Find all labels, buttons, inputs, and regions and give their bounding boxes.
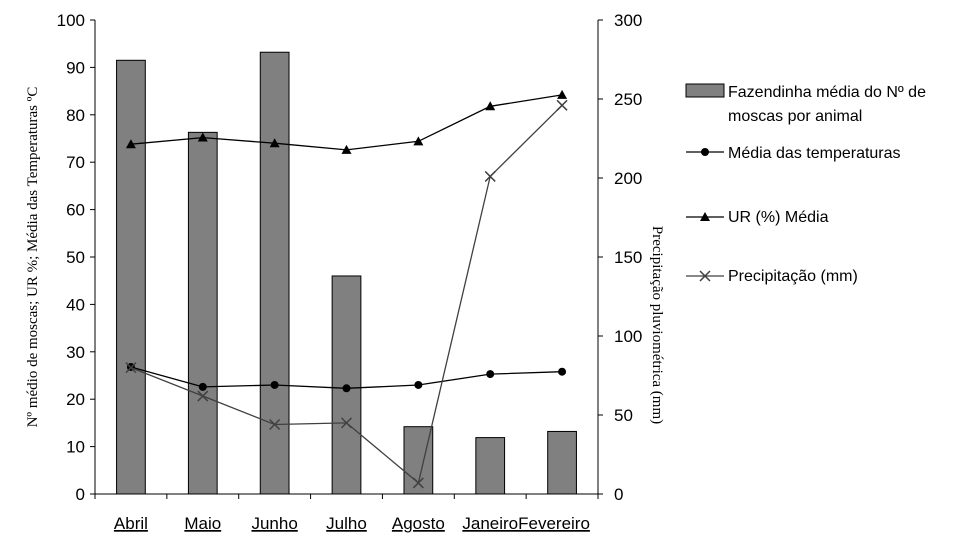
lines-group <box>125 89 568 489</box>
y2-tick-label: 50 <box>614 406 633 425</box>
legend-label-ur: UR (%) Média <box>728 209 829 226</box>
point-marker <box>342 384 351 393</box>
point-marker <box>484 170 496 182</box>
y-tick-label: 80 <box>66 106 85 125</box>
y-tick-label: 70 <box>66 153 85 172</box>
point-marker <box>269 138 280 148</box>
legend-label-bars-line2: moscas por animal <box>728 108 862 125</box>
right-axis-ticks: 0 50 100 150 200 250 300 <box>598 11 642 504</box>
y-tick-label: 10 <box>66 438 85 457</box>
y2-tick-label: 300 <box>614 11 642 30</box>
y-tick-label: 0 <box>76 485 85 504</box>
bar <box>547 430 577 495</box>
x-axis-ticks: Abril Maio Junho Julho Agosto JaneiroFevereir… <box>94 494 599 533</box>
y-tick-label: 100 <box>57 11 85 30</box>
point-marker <box>485 101 496 111</box>
y2-tick-label: 100 <box>614 327 642 346</box>
point-marker <box>558 367 567 376</box>
legend-marker-temp <box>701 148 709 156</box>
x-tick-label: Maio <box>184 514 221 533</box>
y2-tick-label: 250 <box>614 90 642 109</box>
point-marker <box>270 380 279 389</box>
point-marker <box>197 132 208 142</box>
legend-swatch-bars <box>685 83 725 98</box>
point-marker <box>340 417 353 429</box>
y2-tick-label: 0 <box>614 485 623 504</box>
bar <box>475 437 506 495</box>
point-marker <box>269 418 281 431</box>
point-marker <box>197 390 209 402</box>
left-axis-ticks: 0 10 20 30 40 50 60 70 80 90 100 <box>57 11 95 504</box>
y-tick-label: 40 <box>66 295 85 314</box>
x-tick-label: Agosto <box>392 514 445 533</box>
bar <box>187 131 218 495</box>
legend-label-temp: Média das temperaturas <box>728 145 901 162</box>
point-marker <box>414 380 423 389</box>
point-marker <box>412 477 424 489</box>
point-marker <box>556 99 568 111</box>
x-tick-label: JaneiroFevereiro <box>462 514 590 533</box>
y2-tick-label: 150 <box>614 248 642 267</box>
y2-axis-title: Precipitação pluviométrica (mm) <box>649 226 665 424</box>
point-marker <box>125 139 136 149</box>
y-tick-label: 60 <box>66 201 85 220</box>
y-tick-label: 30 <box>66 343 85 362</box>
y2-tick-label: 200 <box>614 169 642 188</box>
point-marker <box>557 89 568 99</box>
legend-label-precip: Precipitação (mm) <box>728 268 858 285</box>
legend: Fazendinha média do Nº de moscas por ani… <box>685 83 926 285</box>
legend-marker-ur <box>700 212 710 221</box>
legend-marker-precip <box>699 270 711 282</box>
x-tick-label: Julho <box>326 514 367 533</box>
point-marker <box>341 144 352 154</box>
y-axis-title: Nº médio de moscas; UR %; Média das Temp… <box>25 87 41 428</box>
y-tick-label: 90 <box>66 58 85 77</box>
point-marker <box>486 370 495 379</box>
x-tick-label: Abril <box>114 514 148 533</box>
point-marker <box>198 382 207 391</box>
x-tick-label: Junho <box>251 514 297 533</box>
point-marker <box>125 362 137 374</box>
bars-group <box>116 51 577 495</box>
y-tick-label: 20 <box>66 390 85 409</box>
legend-label-bars-line1: Fazendinha média do Nº de <box>728 84 926 101</box>
point-marker <box>413 136 424 146</box>
bar <box>259 51 290 495</box>
bar <box>116 59 146 495</box>
y-tick-label: 50 <box>66 248 85 267</box>
